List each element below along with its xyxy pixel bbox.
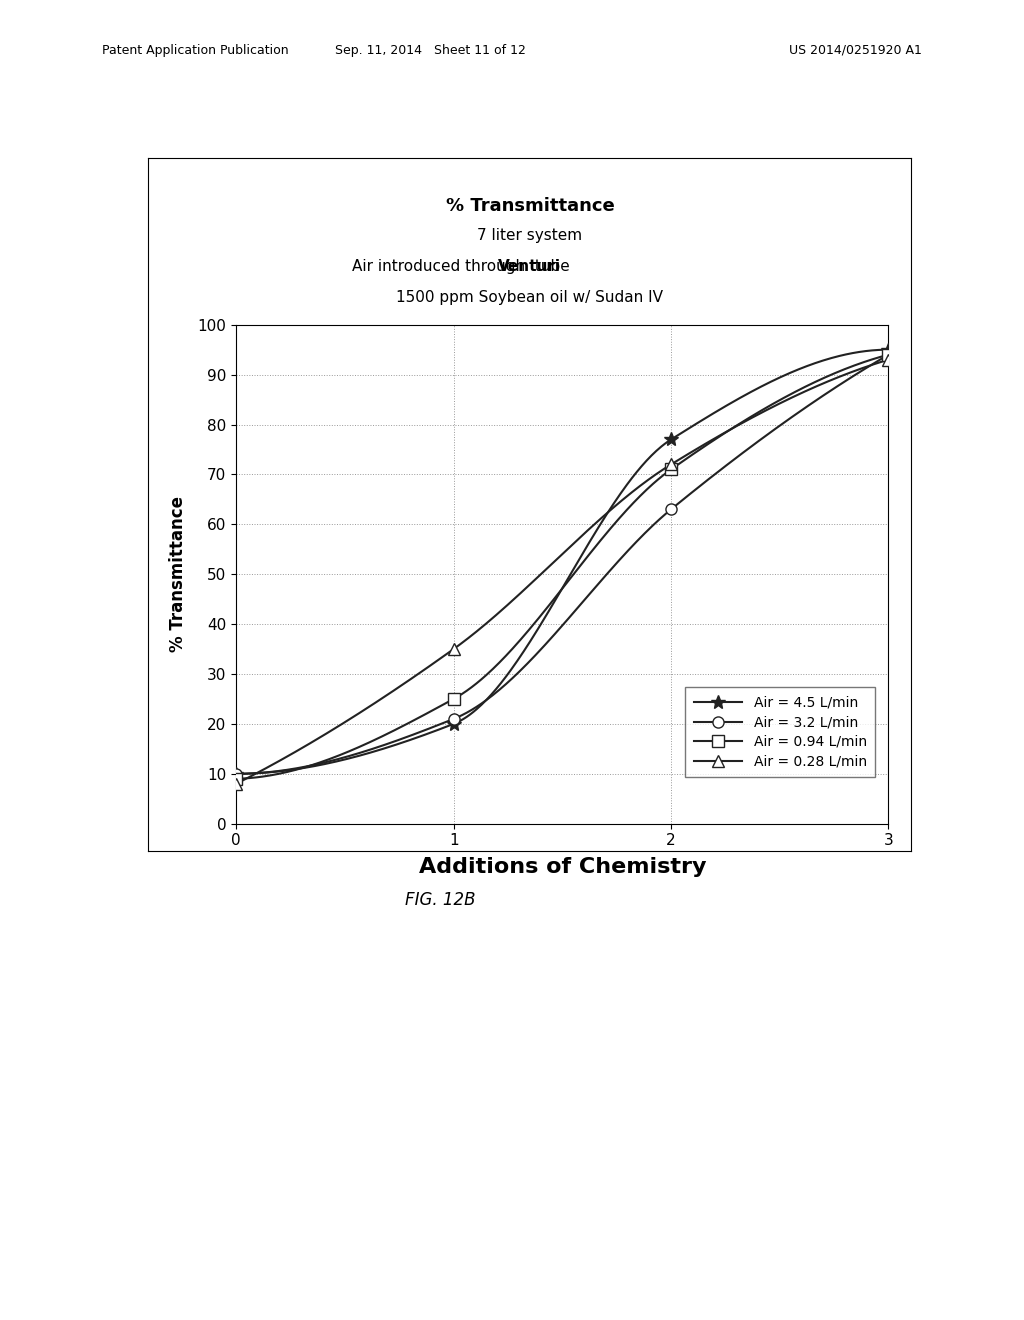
Text: 1500 ppm Soybean oil w/ Sudan IV: 1500 ppm Soybean oil w/ Sudan IV — [396, 290, 664, 305]
X-axis label: Additions of Chemistry: Additions of Chemistry — [419, 857, 707, 876]
Text: tube: tube — [530, 259, 569, 273]
Legend: Air = 4.5 L/min, Air = 3.2 L/min, Air = 0.94 L/min, Air = 0.28 L/min: Air = 4.5 L/min, Air = 3.2 L/min, Air = … — [685, 688, 874, 776]
Text: FIG. 12B: FIG. 12B — [406, 891, 475, 909]
Text: 7 liter system: 7 liter system — [477, 227, 583, 243]
Text: Air introduced through: Air introduced through — [352, 259, 530, 273]
Text: US 2014/0251920 A1: US 2014/0251920 A1 — [788, 44, 922, 57]
Text: Sep. 11, 2014   Sheet 11 of 12: Sep. 11, 2014 Sheet 11 of 12 — [335, 44, 525, 57]
Text: Venturi: Venturi — [499, 259, 561, 273]
Text: % Transmittance: % Transmittance — [445, 197, 614, 215]
Y-axis label: % Transmittance: % Transmittance — [169, 496, 186, 652]
Text: Patent Application Publication: Patent Application Publication — [102, 44, 289, 57]
